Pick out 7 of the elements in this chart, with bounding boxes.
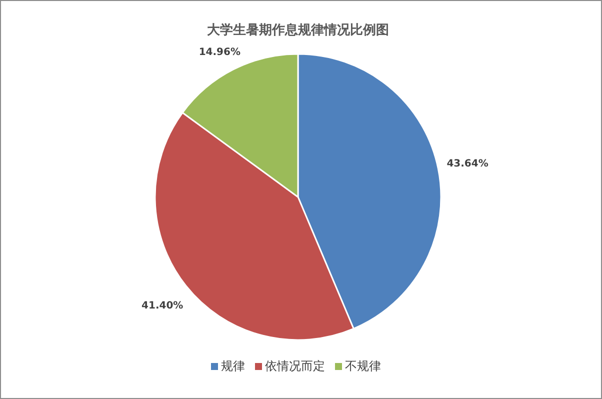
data-label: 14.96%	[198, 46, 240, 58]
chart-title: 大学生暑期作息规律情况比例图	[207, 22, 389, 38]
legend-label: 规律	[221, 359, 245, 373]
data-label: 43.64%	[446, 158, 488, 170]
data-label: 41.40%	[142, 300, 184, 312]
legend-label: 不规律	[345, 359, 381, 373]
legend-label: 依情况而定	[265, 359, 325, 373]
